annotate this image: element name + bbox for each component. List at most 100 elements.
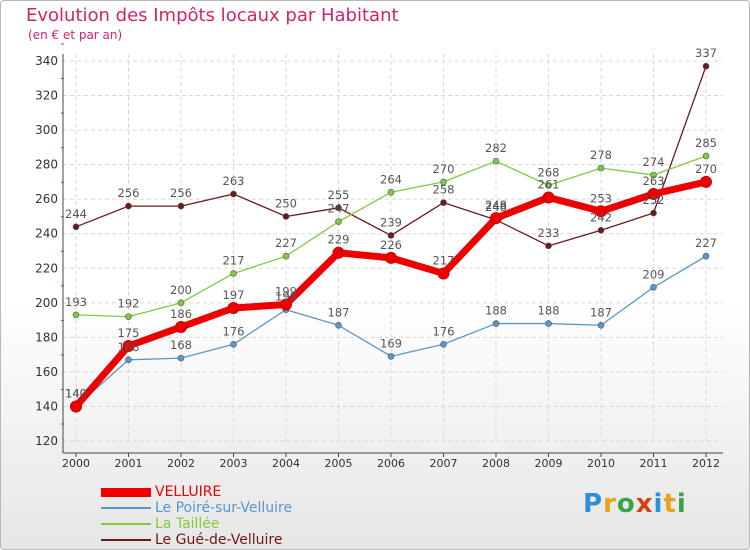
data-point [70, 400, 82, 413]
data-point [230, 270, 237, 277]
x-tick-label: 2003 [220, 457, 248, 470]
data-label: 199 [275, 285, 297, 299]
data-point [125, 313, 132, 320]
data-label: 274 [643, 155, 665, 169]
data-label: 264 [380, 172, 402, 186]
data-point [335, 321, 342, 329]
data-point [545, 320, 552, 327]
data-point [387, 353, 395, 360]
logo-letter: o [616, 489, 636, 519]
axes: 120 140 160 180 200 220 240 260 280 300 320 340 2000… [35, 43, 723, 470]
x-tick-label: 2006 [377, 457, 405, 470]
data-point [175, 321, 187, 333]
x-tick-label: 2004 [272, 457, 300, 470]
data-point [702, 252, 710, 260]
data-label: 263 [643, 174, 665, 188]
data-label: 186 [170, 307, 192, 321]
legend-swatch [101, 523, 151, 525]
data-label: 229 [328, 233, 350, 247]
data-label: 227 [695, 236, 717, 250]
data-label: 197 [223, 288, 245, 302]
data-point [335, 218, 342, 225]
legend-item-velluire: VELLUIRE [101, 484, 292, 500]
y-tick-label: 280 [35, 158, 58, 172]
data-label: 176 [433, 324, 455, 338]
y-tick-label: 180 [35, 330, 58, 344]
y-tick-label: 220 [35, 261, 58, 275]
x-tick-label: 2009 [535, 457, 563, 470]
data-label: 242 [590, 210, 612, 224]
data-point [440, 340, 447, 348]
legend-swatch [101, 507, 151, 509]
data-label: 263 [223, 174, 245, 188]
data-point [332, 246, 345, 259]
data-point [597, 226, 605, 234]
data-label: 188 [485, 304, 507, 318]
data-point [282, 213, 290, 220]
data-point [700, 175, 712, 188]
legend-item-le-poire-sur-velluire: Le Poiré-sur-Velluire [101, 500, 292, 516]
data-point [597, 321, 605, 329]
legend-label: VELLUIRE [155, 484, 222, 500]
data-point [650, 283, 657, 291]
data-point [230, 340, 237, 348]
data-label: 285 [695, 136, 717, 150]
y-tick-label: 200 [35, 296, 58, 310]
logo-letter: P [583, 489, 604, 519]
data-point [177, 299, 185, 307]
data-label: 209 [643, 267, 665, 281]
data-label: 188 [538, 304, 560, 318]
data-label: 217 [433, 253, 455, 267]
chart-subtitle: (en € et par an) [28, 28, 123, 42]
data-label: 255 [328, 188, 350, 202]
data-label: 140 [65, 386, 87, 400]
data-point [335, 204, 342, 212]
data-point [545, 242, 552, 250]
x-tick-label: 2001 [115, 457, 143, 470]
data-label: 140 [65, 386, 87, 400]
data-label: 192 [118, 297, 140, 311]
data-point [282, 252, 290, 260]
y-tick-label: 120 [35, 434, 58, 448]
data-label: 278 [590, 148, 612, 162]
x-tick-label: 2010 [587, 457, 615, 470]
data-point [230, 190, 237, 198]
data-point [647, 188, 660, 200]
data-label: 268 [538, 165, 560, 179]
data-point [595, 205, 607, 218]
data-label: 282 [485, 141, 507, 155]
series-la-taill-e [72, 152, 710, 320]
data-point [650, 209, 657, 217]
data-point [387, 232, 395, 239]
data-label: 244 [65, 207, 87, 221]
x-tick-label: 2008 [482, 457, 510, 470]
data-label: 270 [695, 162, 717, 176]
y-tick-label: 160 [35, 365, 58, 379]
data-labels: 244 256 256 263 250 255 239 258 248 233 242 252 337 1… [65, 46, 717, 400]
series-velluire [70, 175, 712, 413]
data-point [385, 251, 397, 264]
data-point [702, 152, 710, 160]
data-label: 193 [65, 295, 87, 309]
data-point [597, 164, 605, 172]
legend-label: Le Poiré-sur-Velluire [155, 500, 293, 516]
legend-item-la-taillee: La Taillée [101, 516, 292, 532]
data-label: 176 [223, 324, 245, 338]
data-label: 169 [380, 336, 402, 350]
data-point [542, 191, 555, 204]
x-tick-label: 2012 [692, 457, 720, 470]
data-point [387, 188, 395, 196]
data-label: 175 [118, 326, 140, 340]
data-label: 226 [380, 238, 402, 252]
legend-label: La Taillée [155, 516, 220, 532]
data-point [490, 212, 502, 225]
data-point [702, 62, 710, 70]
data-label: 196 [275, 290, 297, 304]
data-point [177, 202, 185, 210]
data-label: 168 [170, 338, 192, 352]
x-tick-label: 2007 [430, 457, 458, 470]
y-tick-label: 240 [35, 227, 58, 241]
legend-swatch [101, 487, 151, 497]
